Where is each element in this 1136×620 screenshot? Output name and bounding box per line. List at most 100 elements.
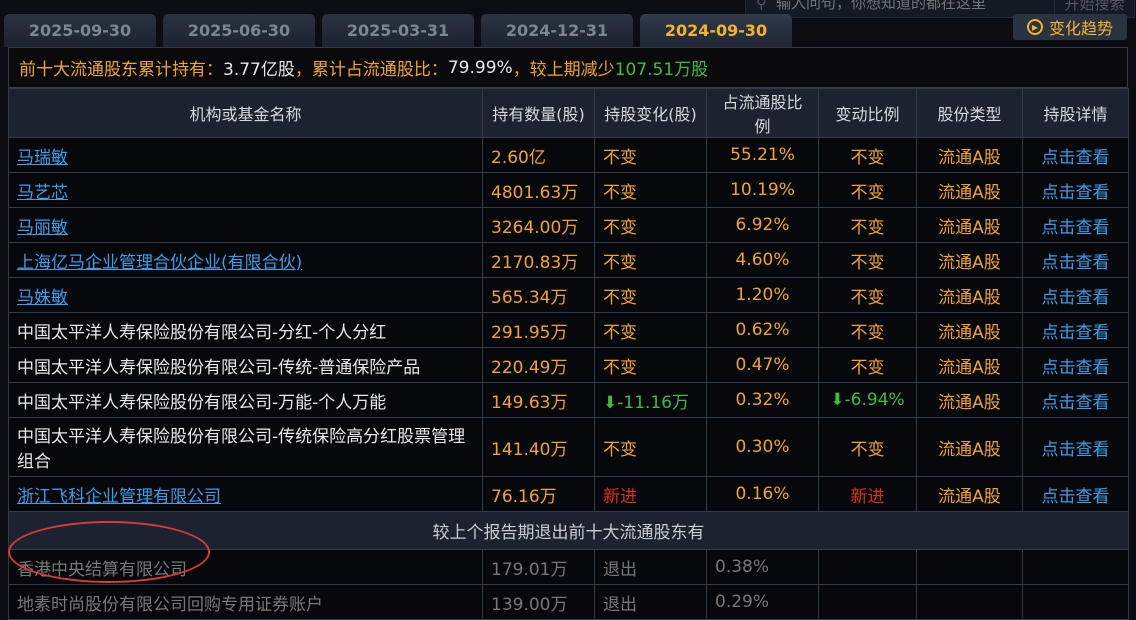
change-ratio: ⬇-6.94% — [818, 382, 917, 418]
detail-link[interactable]: 点击查看 — [1022, 476, 1129, 512]
tab-2025-03-31[interactable]: 2025-03-31 — [322, 14, 474, 47]
holder-name[interactable]: 马艺芯 — [8, 172, 483, 208]
holding-change-value: 新进 — [603, 486, 637, 507]
change-ratio: 不变 — [818, 277, 917, 313]
detail-link[interactable]: 点击查看 — [1022, 382, 1129, 418]
trend-button[interactable]: ▶ 变化趋势 — [1013, 14, 1127, 40]
float-ratio: 0.29% — [706, 584, 819, 620]
holding-change-value: 不变 — [603, 182, 637, 203]
table-row: 马艺芯 4801.63万 不变 10.19% 不变 流通A股 点击查看 — [8, 172, 1129, 208]
detail-link[interactable]: 点击查看 — [1022, 347, 1129, 383]
arrow-down-icon: ⬇ — [830, 390, 845, 410]
float-ratio: 0.62% — [706, 312, 819, 348]
share-type: 流通A股 — [916, 347, 1023, 383]
float-ratio: 55.21% — [706, 137, 819, 173]
exit-row: 地素时尚股份有限公司回购专用证券账户 139.00万 退出 0.29% — [8, 584, 1129, 620]
column-header: 持有数量(股) — [482, 88, 595, 138]
empty-cell — [1022, 549, 1129, 585]
holder-name[interactable]: 浙江飞科企业管理有限公司 — [8, 476, 483, 512]
table-row: 马瑞敏 2.60亿 不变 55.21% 不变 流通A股 点击查看 — [8, 137, 1129, 173]
change-ratio: 不变 — [818, 242, 917, 278]
empty-cell — [916, 549, 1023, 585]
tab-2024-12-31[interactable]: 2024-12-31 — [481, 14, 633, 47]
tab-2024-09-30[interactable]: 2024-09-30 — [640, 14, 792, 47]
holder-name[interactable]: 马瑞敏 — [8, 137, 483, 173]
holding-change: 不变 — [594, 172, 707, 208]
change-ratio-value: 新进 — [850, 486, 885, 507]
table-row: 上海亿马企业管理合伙企业(有限合伙) 2170.83万 不变 4.60% 不变 流通A股点… — [8, 242, 1129, 278]
holding-change: 不变 — [594, 277, 707, 313]
holding-change: 新进 — [594, 476, 707, 512]
tab-2025-09-30[interactable]: 2025-09-30 — [4, 14, 156, 47]
float-ratio: 6.92% — [706, 207, 819, 243]
summary-bar: 前十大流通股东累计持有： 3.77亿股 ，累计占流通股比： 79.99% ，较上期减少 1… — [8, 47, 1128, 88]
holding-quantity: 3264.00万 — [482, 207, 595, 243]
detail-link[interactable]: 点击查看 — [1022, 277, 1129, 313]
change-ratio: 不变 — [818, 347, 917, 383]
summary-label-2: ，累计占流通股比： — [294, 60, 448, 80]
column-header: 变动比例 — [818, 88, 917, 138]
holding-change: 不变 — [594, 347, 707, 383]
share-type: 流通A股 — [916, 277, 1023, 313]
holding-quantity: 565.34万 — [482, 277, 595, 313]
search-bar[interactable]: ⚲ 开始搜索 — [745, 0, 1135, 18]
table-row: 马丽敏 3264.00万 不变 6.92% 不变 流通A股 点击查看 — [8, 207, 1129, 243]
change-ratio: 不变 — [818, 417, 917, 477]
change-ratio: 不变 — [818, 172, 917, 208]
holder-name[interactable]: 上海亿马企业管理合伙企业(有限合伙) — [8, 242, 483, 278]
detail-link[interactable]: 点击查看 — [1022, 172, 1129, 208]
detail-link[interactable]: 点击查看 — [1022, 207, 1129, 243]
share-type: 流通A股 — [916, 207, 1023, 243]
change-ratio-value: 不变 — [850, 147, 885, 168]
table-header: 机构或基金名称 持有数量(股) 持股变化(股) 占流通股比例 变动比例 股份类型 持股详情 — [8, 88, 1129, 138]
change-ratio-value: 不变 — [850, 357, 885, 378]
holding-quantity: 220.49万 — [482, 347, 595, 383]
change-ratio: 新进 — [818, 476, 917, 512]
holding-change: 不变 — [594, 312, 707, 348]
float-ratio: 0.30% — [706, 417, 819, 477]
date-tabs: 2025-09-30 2025-06-30 2025-03-31 2024-12-31… — [4, 14, 792, 47]
table-row: 马姝敏 565.34万 不变 1.20% 不变 流通A股 点击查看 — [8, 277, 1129, 313]
arrow-down-icon: ⬇ — [603, 392, 618, 413]
empty-cell — [818, 584, 917, 620]
holding-change: ⬇-11.16万 — [594, 382, 707, 418]
holder-name[interactable]: 马丽敏 — [8, 207, 483, 243]
float-ratio: 0.32% — [706, 382, 819, 418]
summary-label: 前十大流通股东累计持有： — [19, 60, 223, 80]
share-type: 流通A股 — [916, 312, 1023, 348]
holding-change-value: 不变 — [603, 252, 637, 273]
change-ratio-value: 不变 — [850, 182, 885, 203]
search-input[interactable] — [776, 0, 1054, 12]
summary-ratio: 79.99% — [447, 57, 513, 78]
tab-2025-06-30[interactable]: 2025-06-30 — [163, 14, 315, 47]
column-header: 持股详情 — [1022, 88, 1129, 138]
table-row: 中国太平洋人寿保险股份有限公司-传统保险高分红股票管理组合 141.40万 不变 0.… — [8, 417, 1129, 477]
holding-quantity: 149.63万 — [482, 382, 595, 418]
detail-link[interactable]: 点击查看 — [1022, 417, 1129, 477]
table-row: 中国太平洋人寿保险股份有限公司-分红-个人分红 291.95万 不变 0.62% 不变流… — [8, 312, 1129, 348]
change-ratio: 不变 — [818, 312, 917, 348]
change-ratio: 不变 — [818, 207, 917, 243]
holding-quantity: 2170.83万 — [482, 242, 595, 278]
holding-change: 不变 — [594, 207, 707, 243]
holding-change-value: 不变 — [603, 217, 637, 238]
holding-quantity: 4801.63万 — [482, 172, 595, 208]
holder-name[interactable]: 马姝敏 — [8, 277, 483, 313]
search-button[interactable]: 开始搜索 — [1054, 0, 1134, 14]
holding-quantity: 179.01万 — [482, 549, 595, 585]
holding-change: 退出 — [594, 584, 707, 620]
detail-link[interactable]: 点击查看 — [1022, 312, 1129, 348]
float-ratio: 1.20% — [706, 277, 819, 313]
share-type: 流通A股 — [916, 417, 1023, 477]
detail-link[interactable]: 点击查看 — [1022, 137, 1129, 173]
holding-change: 退出 — [594, 549, 707, 585]
change-ratio-value: 不变 — [850, 217, 885, 238]
trend-label: 变化趋势 — [1048, 19, 1113, 38]
search-icon: ⚲ — [756, 0, 767, 12]
holding-change-value: -11.16万 — [617, 392, 690, 413]
change-ratio-value: 不变 — [850, 439, 885, 460]
detail-link[interactable]: 点击查看 — [1022, 242, 1129, 278]
holding-change-value: 不变 — [603, 357, 637, 378]
share-type: 流通A股 — [916, 137, 1023, 173]
empty-cell — [1022, 584, 1129, 620]
